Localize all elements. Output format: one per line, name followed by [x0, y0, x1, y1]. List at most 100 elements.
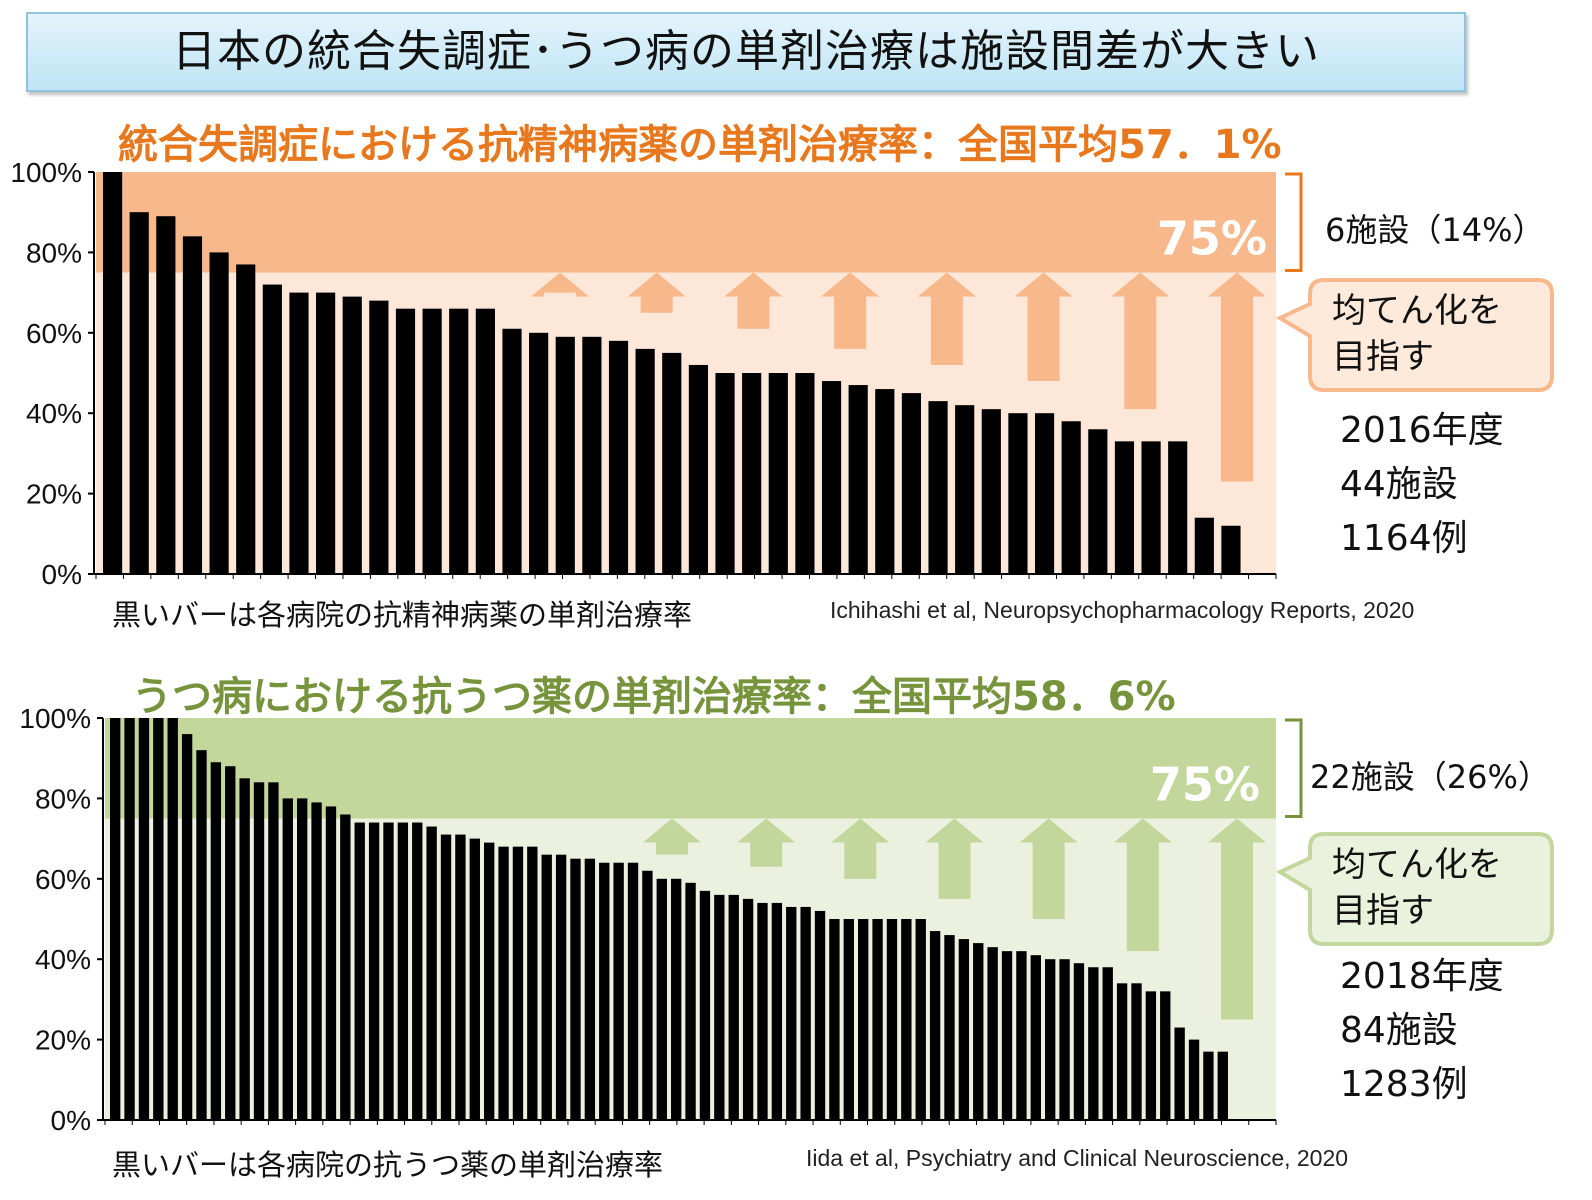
chart2-bar — [1073, 963, 1085, 1120]
chart1-title: 統合失調症における抗精神病薬の単剤治療率：全国平均57．1% — [118, 122, 1282, 168]
chart1-bar — [1034, 413, 1055, 574]
chart2-bar — [325, 806, 337, 1120]
chart2-bar — [858, 919, 869, 1120]
chart2-up-arrow-icon — [643, 818, 701, 855]
chart1-callout-bubble — [1275, 278, 1554, 392]
chart2-bar — [742, 898, 754, 1120]
chart1-target-zone — [96, 172, 1276, 273]
chart1-info-cases: 1164例 — [1340, 518, 1468, 559]
chart2-bar — [728, 894, 739, 1120]
chart2-up-arrow-icon — [925, 818, 984, 899]
chart2-bar — [354, 822, 365, 1120]
chart2-bar — [843, 919, 854, 1120]
chart1-bar — [608, 340, 629, 574]
chart2-info-facilities: 84施設 — [1340, 1010, 1458, 1051]
chart1-bar — [795, 373, 815, 574]
chart2-callout-line: 目指す — [1332, 891, 1434, 931]
chart1-bar — [262, 284, 282, 574]
chart2-bar — [440, 834, 452, 1120]
chart2-bar — [1088, 967, 1099, 1120]
chart2-y-tick-label: 0% — [51, 1105, 91, 1136]
chart1-callout-line: 均てん化を — [1332, 291, 1502, 331]
chart1-bar — [768, 373, 788, 574]
chart2-bar — [138, 718, 150, 1120]
chart1-up-arrow-icon — [724, 272, 783, 329]
chart2-bar — [340, 814, 351, 1120]
chart2-bar — [627, 862, 639, 1120]
chart1-up-arrow-icon — [627, 272, 686, 313]
chart2-bar — [958, 939, 970, 1120]
chart1-bar — [848, 385, 868, 574]
chart2-bar — [570, 858, 581, 1120]
chart1-up-arrow-icon — [917, 272, 976, 365]
chart2-info: 2018年度 84施設 1283例 — [1340, 950, 1504, 1112]
chart1-info-year: 2016年度 — [1340, 410, 1504, 451]
chart1-bar — [981, 409, 1001, 574]
chart2-bar — [1160, 991, 1171, 1120]
chart1-bar — [1168, 441, 1188, 574]
chart2-bar — [1116, 983, 1128, 1120]
chart1-up-arrow-icon — [1014, 272, 1073, 382]
chart2-bar — [599, 862, 610, 1120]
chart2-bar — [1188, 1039, 1200, 1120]
chart2-bar — [541, 854, 552, 1120]
chart1-y-tick-label: 40% — [26, 398, 82, 429]
chart1-up-arrow-icon — [1111, 272, 1170, 410]
chart1-bracket — [1285, 172, 1303, 272]
chart2-bar — [225, 766, 236, 1120]
chart2-bar — [613, 862, 624, 1120]
chart2-bar — [671, 878, 682, 1120]
chart1-bar — [156, 216, 176, 574]
chart2-bar — [1174, 1027, 1185, 1120]
chart1-callout-line: 目指す — [1332, 337, 1434, 377]
chart2-bar — [181, 734, 193, 1120]
chart2-bar — [1145, 991, 1157, 1120]
chart1-y-tick-label: 60% — [26, 318, 82, 349]
chart2-bar — [656, 878, 667, 1120]
chart1-bar — [1194, 517, 1214, 574]
chart2-bracket-label: 22施設（26%） — [1310, 758, 1550, 796]
chart2-bar — [297, 798, 308, 1120]
chart1-threshold-label: 75% — [1157, 212, 1267, 266]
chart2-bar — [757, 902, 768, 1120]
chart2-y-tick-label: 60% — [35, 864, 91, 895]
chart1-y-tick-label: 80% — [26, 237, 82, 268]
chart1-bar — [316, 292, 336, 574]
chart1-up-arrow-icon — [1208, 272, 1266, 482]
chart2-bar — [124, 718, 135, 1120]
chart2-up-arrow-icon — [1113, 818, 1172, 952]
chart2-y-tick-label: 80% — [35, 783, 91, 814]
chart2-bar — [829, 919, 840, 1120]
chart2-bar — [412, 822, 423, 1120]
chart1-bar — [1221, 525, 1241, 574]
chart2-bar — [110, 718, 121, 1120]
chart2-bar — [484, 842, 495, 1120]
chart2-bar — [282, 798, 293, 1120]
chart1-bar — [955, 405, 975, 574]
chart2-bar — [455, 834, 466, 1120]
chart1-info: 2016年度 44施設 1164例 — [1340, 404, 1504, 566]
chart2-up-arrow-icon — [1019, 818, 1078, 919]
chart1-caption: 黒いバーは各病院の抗精神病薬の単剤治療率 — [112, 598, 693, 632]
chart1-bar — [1141, 441, 1161, 574]
chart1-bar — [209, 252, 229, 574]
chart2-bar — [944, 935, 955, 1120]
chart1-bar — [1088, 429, 1108, 574]
chart2-bar — [253, 782, 265, 1120]
chart2-bar — [498, 846, 509, 1120]
chart1-bar — [582, 336, 602, 574]
chart2-bar — [1001, 951, 1013, 1120]
chart1-bar — [1061, 421, 1081, 574]
chart2-bar — [469, 838, 480, 1120]
chart1-bar — [129, 212, 149, 574]
chart2-bar — [368, 822, 380, 1120]
chart1-y-tick-label: 20% — [26, 479, 82, 510]
chart2-bar — [311, 802, 322, 1120]
chart1-up-arrow-icon — [531, 272, 589, 297]
chart1-bar — [928, 401, 948, 574]
chart1-bar — [475, 308, 495, 574]
chart2-bar — [901, 919, 912, 1120]
chart2-bar — [527, 846, 538, 1120]
